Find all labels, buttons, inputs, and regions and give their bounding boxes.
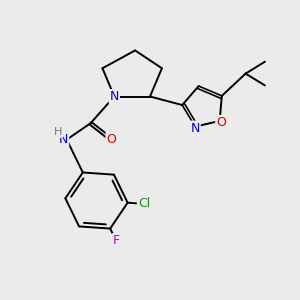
Text: F: F: [112, 234, 120, 247]
Text: H: H: [54, 127, 63, 137]
Text: N: N: [110, 90, 119, 103]
Text: O: O: [106, 133, 116, 146]
Text: N: N: [59, 133, 68, 146]
Text: N: N: [190, 122, 200, 135]
Text: Cl: Cl: [138, 197, 150, 210]
Text: O: O: [216, 116, 226, 129]
